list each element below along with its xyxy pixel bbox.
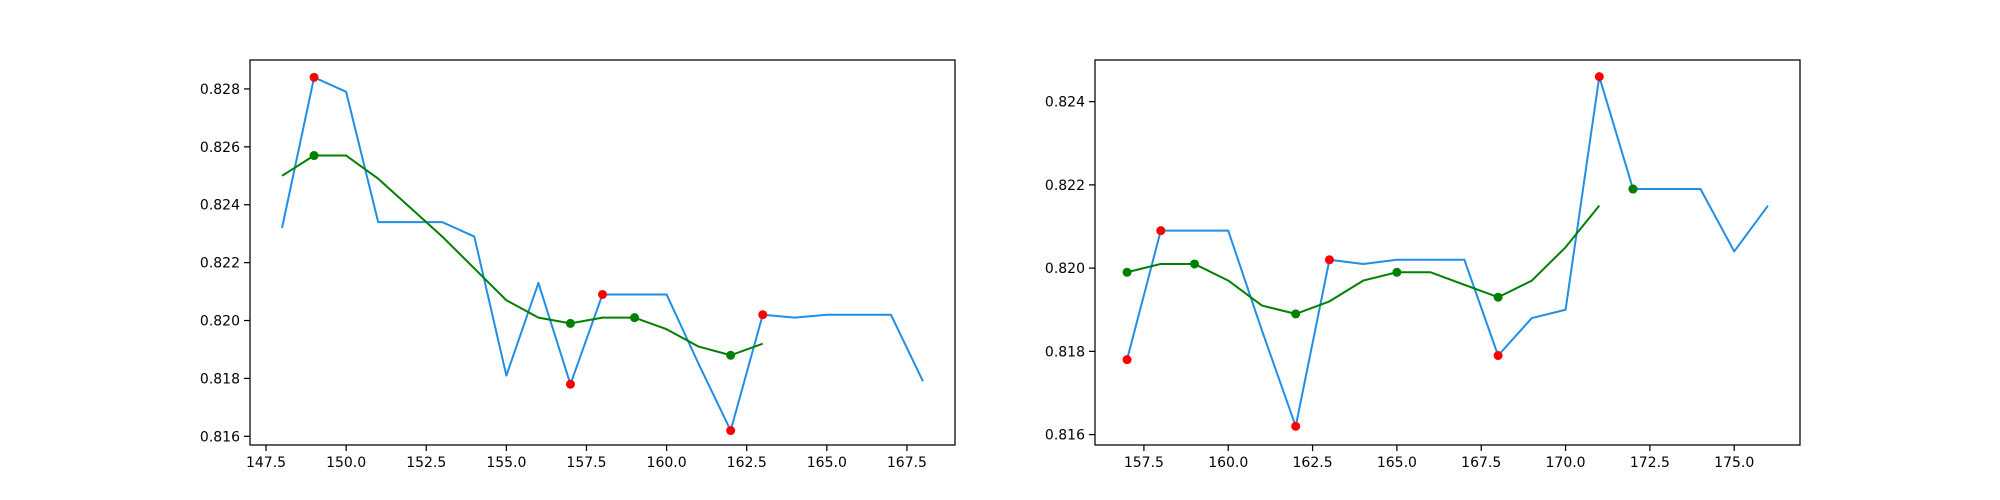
- x-tick-label: 147.5: [246, 455, 286, 471]
- red-marker-point: [1324, 255, 1334, 265]
- x-tick-label: 172.5: [1630, 455, 1670, 471]
- green-marker-point: [726, 350, 736, 360]
- y-tick-label: 0.820: [200, 314, 240, 330]
- x-tick-label: 170.0: [1546, 455, 1586, 471]
- green-marker-point: [1122, 267, 1132, 277]
- green-marker-point: [1190, 259, 1200, 269]
- x-tick-label: 152.5: [406, 455, 446, 471]
- green-marker-point: [1493, 292, 1503, 302]
- green-marker-point: [1291, 309, 1301, 319]
- smoothed-series-line: [1126, 205, 1601, 315]
- green-marker-point: [1628, 184, 1638, 194]
- x-tick-label: 167.5: [1461, 455, 1501, 471]
- x-tick-label: 162.5: [1293, 455, 1333, 471]
- red-marker-point: [309, 72, 319, 82]
- plot-area-frame: [1094, 59, 1801, 446]
- chart-2: 157.5 160.0 162.5 165.0 167.5 170.0 172.5 175.0…: [1045, 59, 1801, 471]
- chart-1: 147.5 150.0 152.5 155.0 157.5 160.0 162.5 165.0…: [200, 59, 956, 471]
- y-tick-label: 0.816: [200, 429, 240, 445]
- x-tick-label: 167.5: [887, 455, 927, 471]
- green-marker-point: [565, 318, 575, 328]
- red-marker-point: [726, 426, 736, 436]
- green-marker-point: [1392, 267, 1402, 277]
- x-tick-label: 157.5: [1124, 455, 1164, 471]
- x-tick-label: 165.0: [1377, 455, 1417, 471]
- raw-series-line: [1126, 75, 1769, 428]
- red-marker-point: [758, 310, 768, 320]
- y-tick-label: 0.822: [1045, 178, 1085, 194]
- red-marker-point: [1594, 72, 1604, 82]
- red-marker-point: [1122, 355, 1132, 365]
- red-marker-point: [565, 379, 575, 389]
- x-tick-label: 160.0: [647, 455, 687, 471]
- y-tick-label: 0.826: [200, 140, 240, 156]
- y-tick-label: 0.824: [1045, 95, 1085, 111]
- y-tick-label: 0.818: [1045, 344, 1085, 360]
- red-marker-point: [598, 289, 607, 299]
- y-tick-label: 0.828: [200, 82, 240, 98]
- x-tick-label: 160.0: [1208, 455, 1248, 471]
- x-tick-label: 157.5: [566, 455, 606, 471]
- x-tick-label: 162.5: [727, 455, 767, 471]
- green-marker-point: [630, 313, 640, 323]
- x-tick-label: 175.0: [1714, 455, 1754, 471]
- x-tick-label: 150.0: [326, 455, 366, 471]
- x-tick-label: 165.0: [807, 455, 847, 471]
- red-marker-point: [1493, 351, 1503, 361]
- y-tick-label: 0.816: [1045, 428, 1085, 444]
- red-marker-point: [1156, 226, 1166, 236]
- red-marker-point: [1291, 421, 1301, 431]
- plot-area-frame: [249, 59, 956, 446]
- y-tick-label: 0.820: [1045, 261, 1085, 277]
- green-marker-point: [309, 151, 319, 161]
- smoothed-series-line: [281, 154, 764, 357]
- y-tick-label: 0.822: [200, 256, 240, 272]
- raw-series-line: [281, 76, 924, 432]
- y-tick-label: 0.818: [200, 371, 240, 387]
- x-tick-label: 155.0: [486, 455, 526, 471]
- y-tick-label: 0.824: [200, 198, 240, 214]
